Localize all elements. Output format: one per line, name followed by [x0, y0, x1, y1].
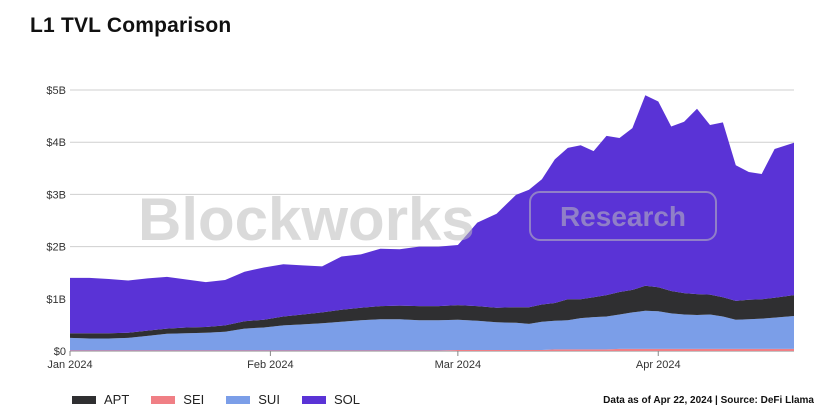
area-series-sui	[70, 310, 794, 351]
y-tick-label: $0	[54, 346, 66, 358]
watermark-badge-text: Research	[560, 201, 686, 232]
watermark-logo: Blockworks	[138, 186, 475, 253]
legend-swatch	[226, 395, 251, 404]
legend-label: SUI	[258, 392, 280, 407]
chart-title: L1 TVL Comparison	[30, 14, 232, 37]
area-series-sol	[70, 95, 794, 334]
legend-item-sol: SOL	[301, 392, 360, 407]
x-tick-label: Feb 2024	[247, 359, 293, 371]
y-tick-label: $1B	[46, 294, 66, 306]
area-series-apt	[70, 285, 794, 339]
x-tick-label: Mar 2024	[435, 359, 481, 371]
legend-swatch	[72, 395, 96, 404]
y-tick-label: $4B	[46, 137, 66, 149]
x-tick-label: Jan 2024	[47, 359, 92, 371]
legend-swatch	[301, 395, 326, 404]
x-tick-label: Apr 2024	[636, 359, 681, 371]
legend-label: APT	[104, 392, 130, 407]
watermark-badge	[529, 191, 717, 241]
area-series-sei	[70, 348, 794, 351]
y-tick-label: $5B	[46, 85, 66, 97]
legend: APT SEI SUI SOL	[72, 392, 360, 407]
legend-swatch	[151, 395, 176, 404]
legend-item-apt: APT	[72, 392, 129, 407]
source-note: Data as of Apr 22, 2024 | Source: DeFi L…	[603, 395, 814, 406]
legend-label: SOL	[333, 392, 360, 407]
chart-svg: Blockworks Research $0 $1B $2B $3B $4B $5B Jan…	[46, 85, 794, 371]
axes: $0 $1B $2B $3B $4B $5B Jan 2024 Feb 2024 Mar 202…	[46, 85, 680, 371]
watermark: Blockworks Research	[138, 186, 717, 253]
y-tick-label: $2B	[46, 242, 66, 254]
legend-item-sui: SUI	[226, 392, 280, 407]
legend-item-sei: SEI	[151, 392, 204, 407]
legend-label: SEI	[183, 392, 205, 407]
y-tick-label: $3B	[46, 189, 66, 201]
stacked-areas	[70, 95, 794, 351]
